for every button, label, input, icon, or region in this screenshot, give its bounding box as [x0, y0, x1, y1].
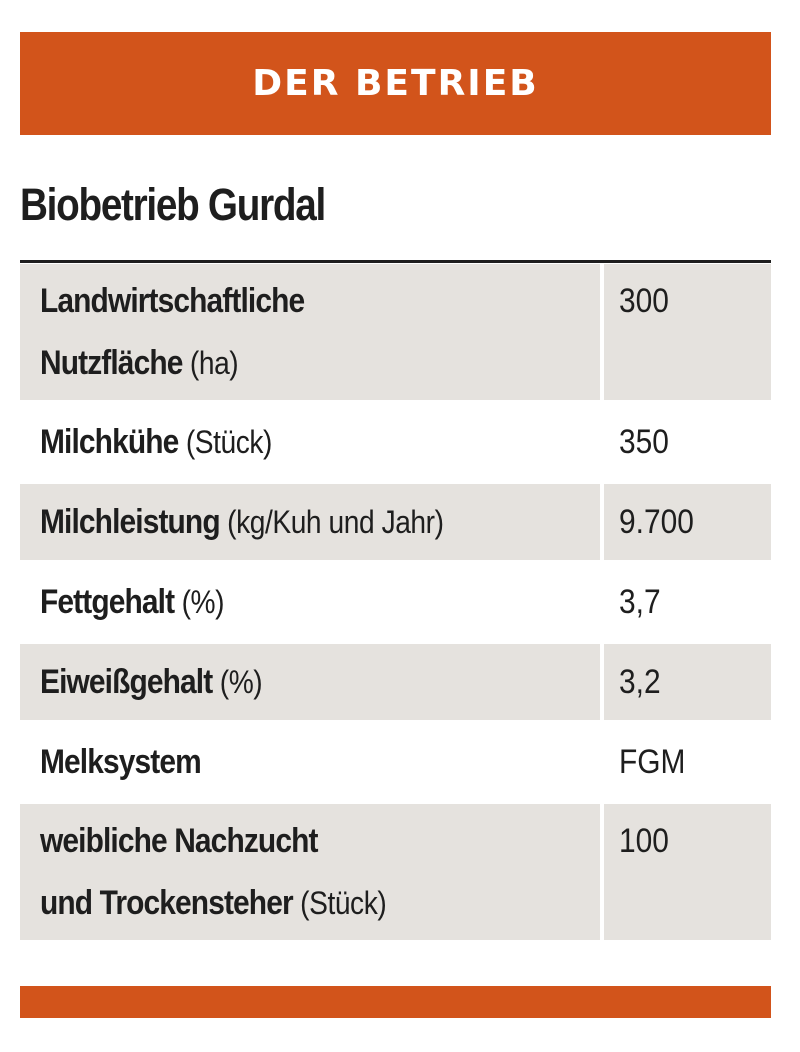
section-title: DER BETRIEB [252, 63, 539, 104]
row-unit: (ha) [189, 345, 239, 381]
row-unit: (kg/Kuh und Jahr) [227, 504, 444, 540]
row-value-text: 350 [619, 423, 669, 461]
row-value-text: 300 [619, 282, 669, 320]
row-value: FGM [604, 724, 771, 800]
row-unit: (%) [181, 584, 225, 620]
row-value-text: 9.700 [619, 503, 694, 541]
footer-bar [20, 986, 771, 1018]
row-label: Melksystem [20, 724, 600, 800]
row-label-text: Milchkühe [40, 423, 179, 461]
table-row: Landwirtschaftliche Nutzfläche (ha) 300 [20, 264, 771, 400]
table-row: Fettgehalt (%) 3,7 [20, 564, 771, 640]
row-label-text: und Trockensteher [40, 884, 294, 922]
row-label: Eiweißgehalt (%) [20, 644, 600, 720]
row-value: 100 [604, 804, 771, 940]
table-row: Eiweißgehalt (%) 3,2 [20, 644, 771, 720]
row-label: Milchleistung (kg/Kuh und Jahr) [20, 484, 600, 560]
row-label-text: Melksystem [40, 743, 202, 781]
table-row: Milchleistung (kg/Kuh und Jahr) 9.700 [20, 484, 771, 560]
row-value: 3,2 [604, 644, 771, 720]
row-value-text: 3,7 [619, 583, 661, 621]
row-label-text: Nutzfläche [40, 344, 183, 382]
table-row: weibliche Nachzucht und Trockensteher (S… [20, 804, 771, 940]
row-value-text: 3,2 [619, 663, 661, 701]
row-label: Milchkühe (Stück) [20, 404, 600, 480]
row-value: 9.700 [604, 484, 771, 560]
row-unit: (Stück) [185, 424, 273, 460]
table-row: Melksystem FGM [20, 724, 771, 800]
header-bar: DER BETRIEB [20, 32, 771, 135]
row-value-text: 100 [619, 822, 669, 860]
company-name: Biobetrieb Gurdal [20, 179, 326, 230]
divider [20, 260, 771, 263]
row-label: Landwirtschaftliche Nutzfläche (ha) [20, 264, 600, 400]
row-unit: (Stück) [300, 885, 387, 921]
table-row: Milchkühe (Stück) 350 [20, 404, 771, 480]
row-label: weibliche Nachzucht und Trockensteher (S… [20, 804, 600, 940]
row-label-text: Landwirtschaftliche [40, 282, 305, 320]
row-label-text: Eiweißgehalt [40, 663, 213, 701]
row-value: 350 [604, 404, 771, 480]
row-label-text: Fettgehalt [40, 583, 175, 621]
row-label: Fettgehalt (%) [20, 564, 600, 640]
row-unit: (%) [219, 664, 263, 700]
row-value: 300 [604, 264, 771, 400]
farm-facts-table: Landwirtschaftliche Nutzfläche (ha) 300 … [20, 264, 771, 944]
row-value: 3,7 [604, 564, 771, 640]
row-label-text: weibliche Nachzucht [40, 822, 318, 860]
row-value-text: FGM [619, 743, 686, 781]
row-label-text: Milchleistung [40, 503, 221, 541]
